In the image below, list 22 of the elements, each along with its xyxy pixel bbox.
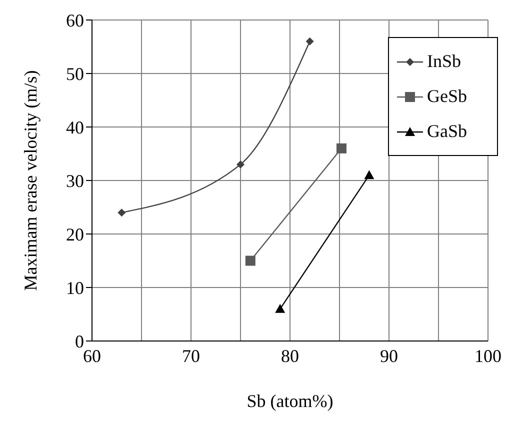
x-tick-label: 70 [182,346,200,366]
x-axis-title: Sb (atom%) [246,391,334,411]
point [118,208,126,217]
point [245,256,256,266]
y-tick-label: 50 [66,64,84,84]
y-tick-label: 30 [66,170,84,191]
x-tick-label: 80 [281,346,299,366]
x-tick-label: 90 [380,346,398,366]
point [336,143,346,154]
point [236,160,244,168]
y-axis-title: Maximam erase velocity (m/s) [20,70,40,291]
point [306,37,314,46]
y-tick-label: 10 [66,278,84,298]
x-tick-label: 60 [83,346,101,366]
legend-label: InSb [427,51,462,72]
legend-label: GeSb [427,86,467,107]
y-tick-label: 0 [75,331,84,352]
legend-label: GaSb [427,121,467,142]
y-tick-label: 40 [66,117,84,138]
y-tick-label: 60 [66,10,84,30]
y-tick-label: 20 [66,224,84,244]
x-tick-label: 100 [474,346,502,366]
